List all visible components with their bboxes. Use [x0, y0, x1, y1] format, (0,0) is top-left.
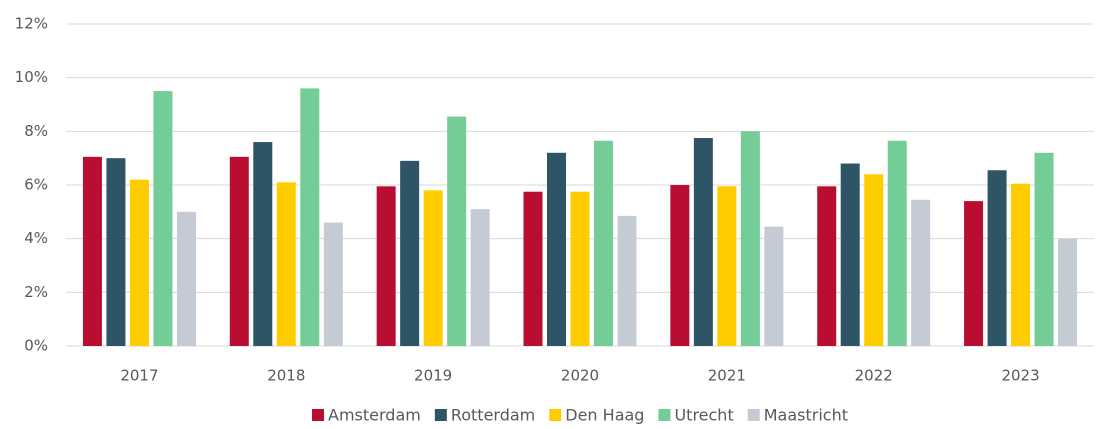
legend-label: Maastricht	[764, 406, 848, 425]
bar	[300, 88, 320, 347]
bar	[129, 179, 149, 346]
legend-swatch	[312, 409, 325, 421]
x-tick-label: 2022	[855, 367, 893, 385]
bar	[106, 158, 126, 346]
legend-swatch	[434, 409, 447, 421]
legend-swatch	[747, 409, 760, 421]
bar	[964, 201, 984, 346]
bar	[447, 116, 467, 346]
bar	[594, 140, 613, 346]
bar	[276, 182, 296, 346]
bar	[864, 174, 884, 346]
bar	[400, 160, 420, 346]
bar	[523, 191, 543, 346]
bar	[470, 209, 490, 346]
bar	[376, 186, 396, 346]
bar	[1034, 152, 1054, 346]
bar	[547, 152, 566, 346]
bar	[423, 190, 443, 346]
y-tick-label: 8%	[24, 122, 48, 140]
bar	[323, 222, 343, 346]
bar	[740, 131, 760, 346]
bar	[840, 163, 860, 346]
x-tick-label: 2023	[1001, 367, 1039, 385]
y-tick-label: 2%	[24, 283, 48, 301]
y-tick-label: 12%	[15, 15, 48, 33]
x-tick-label: 2018	[267, 367, 305, 385]
legend-swatch	[549, 409, 562, 421]
bar	[570, 191, 590, 346]
bar	[253, 142, 273, 346]
bar	[817, 186, 837, 346]
x-tick-label: 2020	[561, 367, 599, 385]
y-tick-label: 0%	[24, 337, 48, 355]
legend-label: Den Haag	[565, 406, 644, 425]
legend-label: Utrecht	[674, 406, 733, 425]
bar	[764, 226, 784, 346]
y-tick-label: 6%	[24, 176, 48, 194]
x-tick-label: 2017	[120, 367, 158, 385]
bar	[911, 199, 931, 346]
bar	[693, 138, 713, 346]
bar	[887, 140, 907, 346]
bar	[1011, 183, 1031, 346]
legend-label: Rotterdam	[451, 406, 535, 425]
bar	[617, 215, 637, 346]
bar	[82, 156, 102, 346]
x-tick-label: 2019	[414, 367, 452, 385]
bar	[229, 156, 249, 346]
legend-label: Amsterdam	[328, 406, 421, 425]
legend-swatch	[658, 409, 671, 421]
y-tick-label: 10%	[15, 68, 48, 86]
x-tick-label: 2021	[708, 367, 746, 385]
y-tick-label: 4%	[24, 229, 48, 247]
bar	[987, 170, 1007, 346]
bar	[670, 185, 690, 346]
bar	[717, 186, 737, 346]
bar	[1058, 238, 1078, 346]
bar	[153, 91, 173, 346]
bar	[176, 211, 196, 346]
